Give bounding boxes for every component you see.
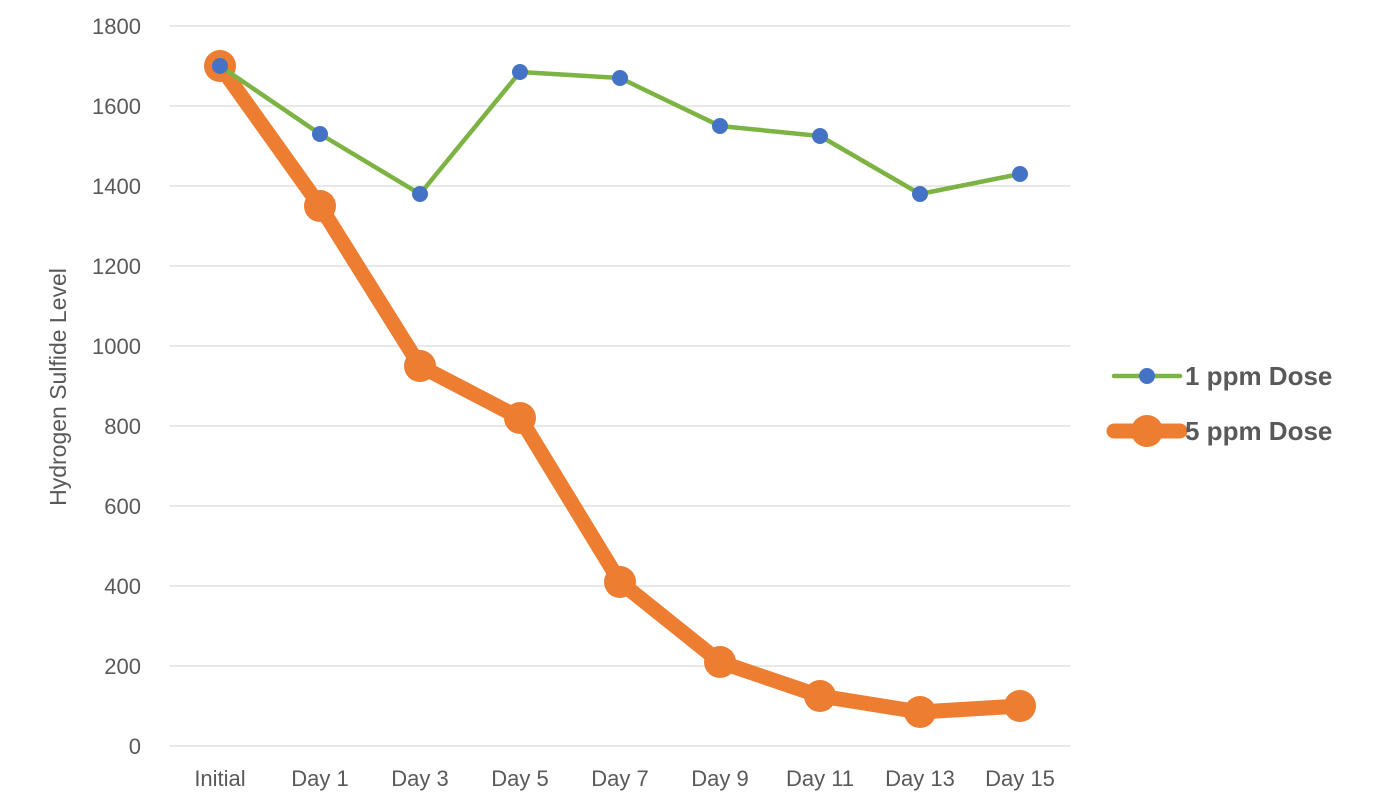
data-point	[612, 70, 628, 86]
legend-item-1: 1 ppm Dose	[1111, 361, 1332, 391]
x-tick-label: Day 13	[885, 766, 955, 791]
data-point	[904, 696, 936, 728]
data-point	[512, 64, 528, 80]
y-tick-label: 1800	[92, 14, 141, 39]
data-point	[312, 126, 328, 142]
x-tick-label: Day 3	[391, 766, 448, 791]
x-tick-label: Day 9	[691, 766, 748, 791]
legend-label: 1 ppm Dose	[1185, 361, 1332, 391]
legend-swatch-marker	[1139, 368, 1155, 384]
data-point	[804, 680, 836, 712]
x-tick-label: Day 5	[491, 766, 548, 791]
x-axis-ticks: Initial Day 1 Day 3 Day 5 Day 7 Day 9 Day 11 Da…	[194, 766, 1055, 791]
data-point	[604, 566, 636, 598]
x-tick-label: Day 7	[591, 766, 648, 791]
series-layer	[204, 50, 1036, 728]
data-point	[412, 186, 428, 202]
data-point	[704, 646, 736, 678]
x-tick-label: Day 1	[291, 766, 348, 791]
data-point	[404, 350, 436, 382]
x-tick-label: Initial	[194, 766, 245, 791]
y-axis-ticks: 0 200 400 600 800 1000 1200 1400 1600 1800	[92, 14, 141, 759]
legend-swatch-marker	[1131, 415, 1163, 447]
y-tick-label: 1000	[92, 334, 141, 359]
series-line	[212, 58, 1028, 720]
y-tick-label: 200	[104, 654, 141, 679]
y-tick-label: 1600	[92, 94, 141, 119]
data-point	[212, 58, 228, 74]
data-point	[304, 190, 336, 222]
data-point	[1012, 166, 1028, 182]
series-2	[204, 50, 1036, 728]
gridlines	[170, 25, 1070, 747]
series-1	[212, 58, 1028, 202]
legend-item-2: 5 ppm Dose	[1106, 415, 1332, 447]
y-tick-label: 600	[104, 494, 141, 519]
legend-label: 5 ppm Dose	[1185, 416, 1332, 446]
y-tick-label: 1400	[92, 174, 141, 199]
x-tick-label: Day 15	[985, 766, 1055, 791]
data-point	[912, 186, 928, 202]
y-tick-label: 400	[104, 574, 141, 599]
data-point	[504, 402, 536, 434]
y-tick-label: 0	[129, 734, 141, 759]
x-tick-label: Day 11	[786, 766, 854, 791]
data-point	[812, 128, 828, 144]
y-axis-label: Hydrogen Sulfide Level	[45, 268, 71, 506]
y-tick-label: 800	[104, 414, 141, 439]
y-tick-label: 1200	[92, 254, 141, 279]
legend: 1 ppm Dose 5 ppm Dose	[1106, 361, 1332, 447]
data-point	[1004, 690, 1036, 722]
data-point	[712, 118, 728, 134]
